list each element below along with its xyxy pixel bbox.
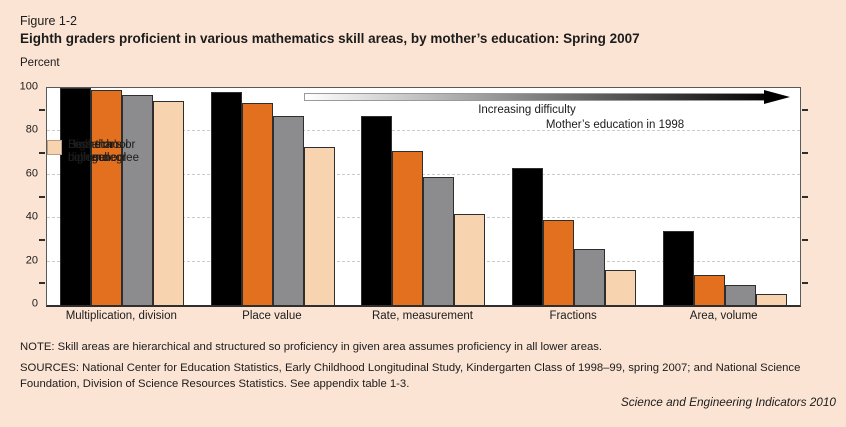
y-tick-label: 0 [31, 297, 38, 310]
arrow-head-icon [764, 90, 790, 104]
bar-group [348, 88, 499, 305]
plot-area: Increasing difficulty Mother’s education… [39, 87, 808, 307]
legend-item-label: Some college [68, 139, 105, 165]
bar [724, 285, 756, 305]
category-label: Rate, measurement [371, 310, 473, 322]
bar-group [47, 88, 198, 305]
minor-tick [802, 152, 808, 155]
category-label: Multiplication, division [65, 310, 177, 322]
increasing-difficulty-arrow [304, 93, 766, 101]
legend-item-label: High school diploma [68, 139, 129, 165]
bar [755, 294, 787, 305]
category-label: Fractions [549, 310, 597, 322]
bar [122, 94, 154, 305]
bar [423, 176, 455, 305]
y-axis-tick-labels: 0 20 40 60 80 100 [0, 81, 38, 309]
bar [574, 248, 606, 305]
minor-tick [39, 195, 45, 198]
figure-title: Eighth graders proficient in various mat… [20, 31, 640, 46]
y-tick-label: 60 [25, 167, 38, 180]
bar [303, 146, 335, 305]
bar [605, 270, 637, 305]
bar [543, 220, 575, 305]
bar-group [198, 88, 349, 305]
bar [693, 274, 725, 305]
bar [241, 103, 273, 305]
minor-tick [802, 195, 808, 198]
bar-group [499, 88, 650, 305]
x-axis-category-labels: Multiplication, division Place value Rate,… [46, 310, 799, 326]
legend-title: Mother’s education in 1998 [545, 119, 685, 131]
legend-item-label: Bachelor’s or higher degree [68, 139, 139, 165]
bar [392, 150, 424, 305]
minor-tick [39, 282, 45, 285]
legend-item: Less than high school [47, 139, 127, 165]
bar [662, 231, 694, 305]
bar [91, 90, 123, 305]
bar [60, 88, 92, 305]
minor-tick [802, 238, 808, 241]
gridline [47, 173, 800, 175]
minor-tick [39, 238, 45, 241]
y-axis-unit-label: Percent [20, 57, 60, 69]
y-tick-label: 100 [19, 80, 38, 93]
sources-text: SOURCES: National Center for Education S… [20, 362, 801, 390]
figure-label: Figure 1-2 [20, 14, 77, 28]
minor-tick [39, 152, 45, 155]
minor-tick [39, 108, 45, 111]
bar [454, 213, 486, 305]
bar [361, 116, 393, 305]
bar-group [649, 88, 800, 305]
note-text: NOTE: Skill areas are hierarchical and s… [20, 341, 603, 353]
y-tick-label: 20 [25, 254, 38, 267]
y-tick-label: 40 [25, 210, 38, 223]
y-tick-label: 80 [25, 123, 38, 136]
minor-tick [802, 282, 808, 285]
increasing-difficulty-label: Increasing difficulty [478, 104, 576, 116]
legend-swatch [47, 140, 62, 155]
category-label: Area, volume [689, 310, 758, 322]
gridline [47, 130, 800, 132]
bar [153, 101, 185, 305]
minor-tick [802, 108, 808, 111]
bar [272, 116, 304, 305]
bar [512, 168, 544, 305]
category-label: Place value [242, 310, 302, 322]
attribution-text: Science and Engineering Indicators 2010 [620, 395, 836, 409]
bar [210, 92, 242, 305]
legend-item-label: Less than high school [68, 139, 127, 165]
